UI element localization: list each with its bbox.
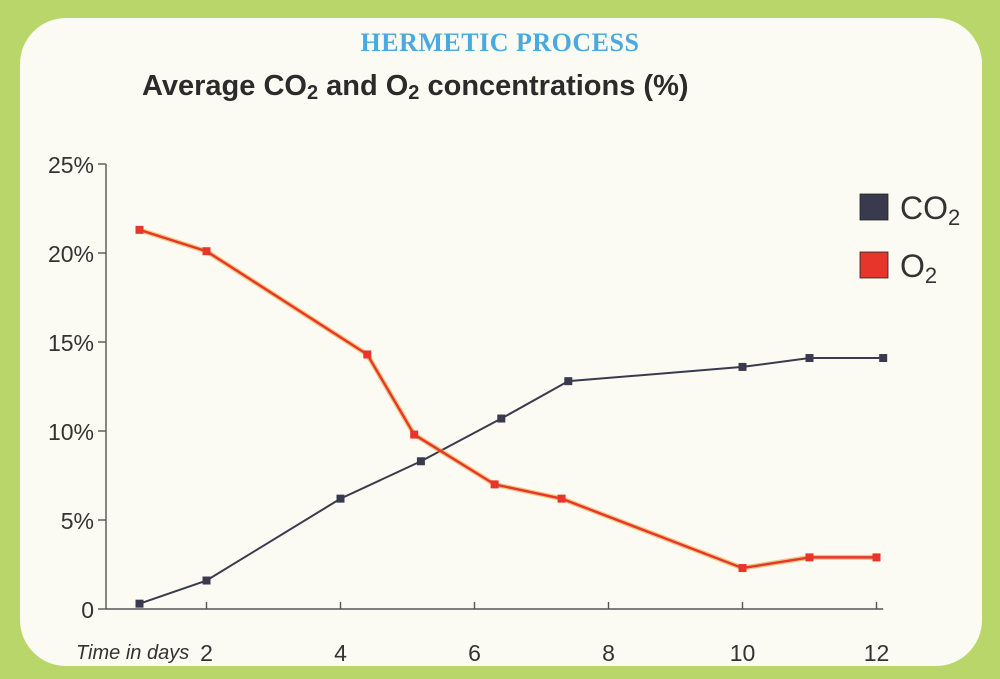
y-tick-label: 20%	[48, 241, 94, 267]
legend-swatch-co2	[859, 193, 889, 221]
co2-data-point	[879, 354, 888, 363]
o2-data-point	[738, 564, 747, 573]
o2-data-point	[202, 247, 211, 256]
x-axis-label: Time in days	[76, 642, 189, 664]
x-tick-label: 6	[468, 640, 481, 666]
co2-data-point	[416, 457, 425, 466]
o2-data-point	[805, 553, 814, 562]
co2-data-point	[202, 576, 211, 585]
chart-title-part: and O	[318, 70, 409, 102]
chart-title-subscript: 2	[408, 82, 420, 104]
y-tick-label: 15%	[48, 330, 94, 356]
y-tick-label: 25%	[48, 152, 94, 178]
co2-data-point	[135, 599, 144, 608]
o2-data-point	[490, 480, 499, 489]
o2-data-point	[410, 430, 419, 439]
chart-title-subscript: 2	[306, 82, 319, 104]
x-tick-label: 12	[864, 640, 890, 666]
chart-title-part: Average CO	[142, 70, 307, 102]
chart-title-part: concentrations (%)	[419, 70, 689, 102]
co2-data-point	[805, 354, 814, 363]
co2-data-point	[336, 494, 345, 503]
co2-data-point	[738, 362, 747, 371]
x-tick-label: 10	[730, 640, 756, 666]
o2-data-point	[135, 225, 144, 234]
co2-data-point	[497, 414, 506, 423]
y-tick-label: 10%	[48, 419, 94, 445]
legend-label-o2: O2	[900, 248, 937, 288]
y-tick-label: 5%	[61, 508, 94, 534]
x-tick-label: 8	[602, 640, 615, 666]
chart-title: Average CO2 and O2 concentrations (%)	[142, 70, 689, 104]
x-tick-label: 4	[334, 640, 347, 666]
x-tick-label: 2	[200, 640, 213, 666]
banner-title: HERMETIC PROCESS	[360, 28, 640, 57]
co2-series-line	[139, 357, 884, 605]
legend-label-co2: CO2	[900, 190, 960, 230]
co2-data-point	[564, 377, 573, 386]
legend-swatch-o2	[859, 251, 889, 279]
o2-data-point	[363, 350, 372, 359]
o2-data-point	[557, 494, 566, 503]
y-tick-label: 0	[81, 597, 94, 623]
o2-series-line	[139, 228, 877, 570]
o2-data-point	[872, 553, 881, 562]
